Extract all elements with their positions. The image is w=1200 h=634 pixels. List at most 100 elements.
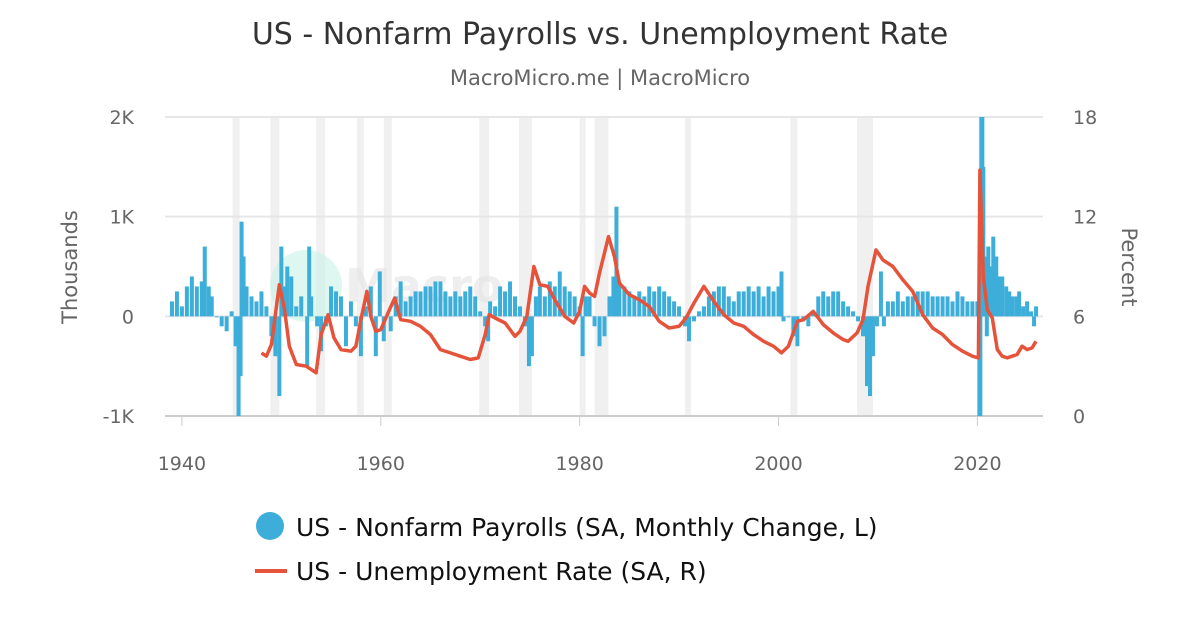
payrolls-bar <box>856 316 861 322</box>
payrolls-bar <box>905 296 910 317</box>
payrolls-bar <box>851 311 856 317</box>
payrolls-bar <box>219 316 224 327</box>
payrolls-bar <box>493 306 498 317</box>
payrolls-bar <box>473 296 478 317</box>
x-tick-label: 1940 <box>158 453 206 475</box>
payrolls-bar <box>696 311 701 317</box>
payrolls-bar <box>607 296 612 317</box>
payrolls-bar <box>418 291 423 317</box>
payrolls-bar <box>821 291 826 317</box>
payrolls-bar <box>273 316 278 357</box>
payrolls-bar <box>174 291 179 317</box>
payrolls-bar <box>761 296 766 317</box>
payrolls-bar <box>865 316 870 387</box>
payrolls-bar <box>233 316 238 347</box>
payrolls-bar <box>736 291 741 317</box>
unemployment-line <box>260 168 1038 375</box>
payrolls-bar <box>1032 316 1037 327</box>
payrolls-bar <box>381 316 386 342</box>
payrolls-bar <box>816 296 821 317</box>
payrolls-bar <box>403 301 408 317</box>
payrolls-bar <box>199 281 204 317</box>
legend-marker-payrolls <box>256 512 284 540</box>
payrolls-bar <box>881 316 886 327</box>
legend-item-unemployment[interactable]: US - Unemployment Rate (SA, R) <box>255 557 707 586</box>
payrolls-bar <box>1017 291 1022 317</box>
payrolls-bar <box>542 296 547 317</box>
payrolls-bar <box>249 296 254 317</box>
payrolls-bar <box>721 286 726 317</box>
payrolls-bar <box>965 301 970 317</box>
payrolls-bar <box>1004 286 1009 317</box>
payrolls-bar <box>309 296 314 317</box>
recession-band <box>518 117 532 416</box>
payrolls-bar <box>377 271 382 317</box>
payrolls-bar <box>831 291 836 317</box>
payrolls-bar <box>488 301 493 317</box>
payrolls-bar <box>687 316 692 342</box>
payrolls-bar <box>277 316 282 397</box>
payrolls-bar <box>726 296 731 317</box>
payrolls-bar <box>241 256 246 317</box>
payrolls-bar <box>984 316 989 337</box>
payrolls-bar <box>264 306 269 317</box>
payrolls-bar <box>478 311 483 317</box>
payrolls-bar <box>1029 311 1034 317</box>
payrolls-bar <box>572 296 577 317</box>
payrolls-bar <box>423 286 428 317</box>
payrolls-bar <box>448 296 453 317</box>
payrolls-bar <box>627 291 632 317</box>
recession-band <box>790 117 798 416</box>
payrolls-bar <box>458 296 463 317</box>
chart-title: US - Nonfarm Payrolls vs. Unemployment R… <box>252 17 948 52</box>
payrolls-bar <box>637 291 642 317</box>
recession-band <box>383 117 392 416</box>
payrolls-bar <box>1010 296 1015 317</box>
payrolls-bar <box>945 296 950 317</box>
payrolls-bar <box>557 271 562 317</box>
payrolls-bar <box>529 316 534 357</box>
legend-label-unemployment: US - Unemployment Rate (SA, R) <box>296 557 707 586</box>
payrolls-bar <box>428 286 433 317</box>
payrolls-bar <box>731 301 736 317</box>
payrolls-bar <box>895 291 900 317</box>
payrolls-bar <box>398 281 403 317</box>
payrolls-bar <box>602 316 607 337</box>
payrolls-bar <box>533 296 538 317</box>
payrolls-bar <box>279 246 284 317</box>
payrolls-bar <box>960 296 965 317</box>
payrolls-bar <box>677 306 682 317</box>
payrolls-bar <box>878 271 883 317</box>
legend-item-payrolls[interactable]: US - Nonfarm Payrolls (SA, Monthly Chang… <box>256 512 878 542</box>
payrolls-bar <box>373 316 378 357</box>
x-tick-label: 2000 <box>754 453 802 475</box>
legend-label-payrolls: US - Nonfarm Payrolls (SA, Monthly Chang… <box>296 513 878 542</box>
payrolls-bar <box>567 291 572 317</box>
payrolls-bar <box>463 291 468 317</box>
payrolls-bar <box>285 266 290 317</box>
payrolls-bar <box>841 301 846 317</box>
payrolls-bar <box>294 306 299 317</box>
payrolls-bar <box>508 281 513 317</box>
payrolls-bar <box>214 316 219 318</box>
payrolls-bar <box>867 316 872 397</box>
payrolls-bar <box>224 316 229 332</box>
payrolls-bar <box>194 286 199 317</box>
payrolls-bar <box>706 296 711 317</box>
payrolls-bar <box>503 291 508 317</box>
payrolls-bar <box>209 296 214 317</box>
payrolls-bar <box>657 286 662 317</box>
payrolls-bar <box>580 316 585 357</box>
x-tick-label: 2020 <box>953 453 1001 475</box>
payrolls-bar <box>662 291 667 317</box>
payrolls-bar <box>672 301 677 317</box>
payrolls-bar <box>592 316 597 327</box>
payrolls-bar <box>299 296 304 317</box>
right-axis-label: Percent <box>1117 227 1141 306</box>
payrolls-bar <box>925 291 930 317</box>
payrolls-bar <box>238 316 243 377</box>
payrolls-bar <box>259 291 264 317</box>
payrolls-bar <box>368 286 373 317</box>
payrolls-bar <box>890 301 895 317</box>
